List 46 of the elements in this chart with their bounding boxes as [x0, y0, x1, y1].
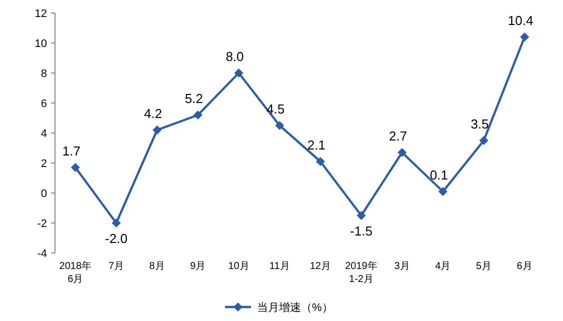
data-label: 4.2	[144, 106, 162, 121]
x-tick-label: 9月	[190, 261, 206, 272]
point	[152, 126, 162, 134]
y-tick-label: 12	[34, 8, 47, 20]
x-tick-label: 8月	[149, 261, 165, 272]
point	[70, 163, 80, 172]
x-tick-label: 4月	[435, 261, 451, 272]
y-tick-label: -4	[37, 248, 47, 260]
x-tick-label: 10月	[228, 261, 250, 272]
x-tick-label: 2019年 1-2月	[345, 260, 378, 285]
point	[479, 136, 488, 145]
y-tick-label: 6	[40, 98, 47, 110]
x-tick-label: 7月	[108, 261, 124, 272]
data-label: 5.2	[184, 91, 203, 106]
data-label: -1.5	[350, 224, 372, 238]
point	[234, 68, 244, 78]
data-label: -2.0	[105, 231, 128, 246]
data-label: 8.0	[226, 49, 244, 64]
y-tick-label: 4	[40, 128, 47, 140]
data-label: 4.5	[266, 102, 285, 116]
x-tick-label: 6月	[516, 261, 532, 272]
data-label: 0.1	[430, 168, 448, 182]
y-tick-label: -2	[37, 218, 47, 230]
y-tick-label: 8	[40, 68, 47, 80]
data-label: 3.5	[470, 116, 489, 132]
data-label: 2.7	[389, 128, 408, 144]
x-tick-label: 5月	[476, 261, 492, 272]
legend-label: 当月增速（%）	[257, 301, 333, 314]
x-tick-label: 11月	[269, 261, 290, 272]
point	[438, 187, 448, 196]
point	[193, 110, 202, 120]
x-tick-label: 2018年 6月	[59, 260, 92, 285]
point	[316, 157, 325, 166]
data-label: 10.4	[508, 13, 534, 28]
y-tick-label: 0	[40, 188, 47, 200]
y-tick-label: 10	[34, 38, 47, 50]
point	[398, 148, 407, 157]
point	[112, 218, 121, 228]
data-label: 1.7	[62, 144, 80, 158]
x-tick-label: 12月	[310, 261, 331, 272]
point	[356, 211, 366, 220]
point	[520, 32, 530, 42]
point	[275, 121, 284, 130]
data-label: 2.1	[307, 138, 326, 152]
x-tick-label: 3月	[394, 261, 410, 272]
y-tick-label: 2	[40, 158, 47, 170]
